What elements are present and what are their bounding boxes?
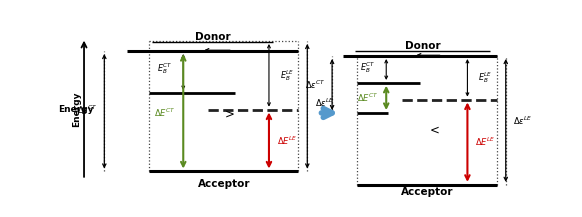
Text: $E_B^{CT}$: $E_B^{CT}$ [158, 61, 173, 76]
Text: Energy: Energy [72, 92, 81, 127]
Text: Acceptor: Acceptor [198, 179, 250, 189]
Text: Donor: Donor [404, 41, 440, 51]
Text: $E_B^{LE}$: $E_B^{LE}$ [478, 70, 493, 85]
Text: $>$: $>$ [222, 107, 235, 120]
Text: Energy: Energy [59, 105, 94, 114]
Text: Donor: Donor [195, 32, 230, 42]
Text: $\Delta E^{LE}$: $\Delta E^{LE}$ [276, 134, 297, 147]
Text: $\Delta E^{CT}$: $\Delta E^{CT}$ [357, 92, 379, 104]
Text: $\Delta E^{LE}$: $\Delta E^{LE}$ [475, 136, 496, 148]
Text: $\Delta\varepsilon^{LE}$: $\Delta\varepsilon^{LE}$ [315, 97, 334, 109]
Text: Acceptor: Acceptor [400, 187, 453, 197]
Text: $\Delta\varepsilon^{CT}$: $\Delta\varepsilon^{CT}$ [77, 103, 98, 116]
Text: $E_B^{CT}$: $E_B^{CT}$ [360, 60, 376, 75]
Text: $\Delta\varepsilon^{LE}$: $\Delta\varepsilon^{LE}$ [513, 114, 533, 127]
Text: $\Delta E^{CT}$: $\Delta E^{CT}$ [154, 107, 176, 119]
Text: $<$: $<$ [427, 123, 440, 136]
Text: $E_B^{LE}$: $E_B^{LE}$ [280, 68, 294, 83]
Text: $\Delta\varepsilon^{CT}$: $\Delta\varepsilon^{CT}$ [304, 78, 325, 91]
